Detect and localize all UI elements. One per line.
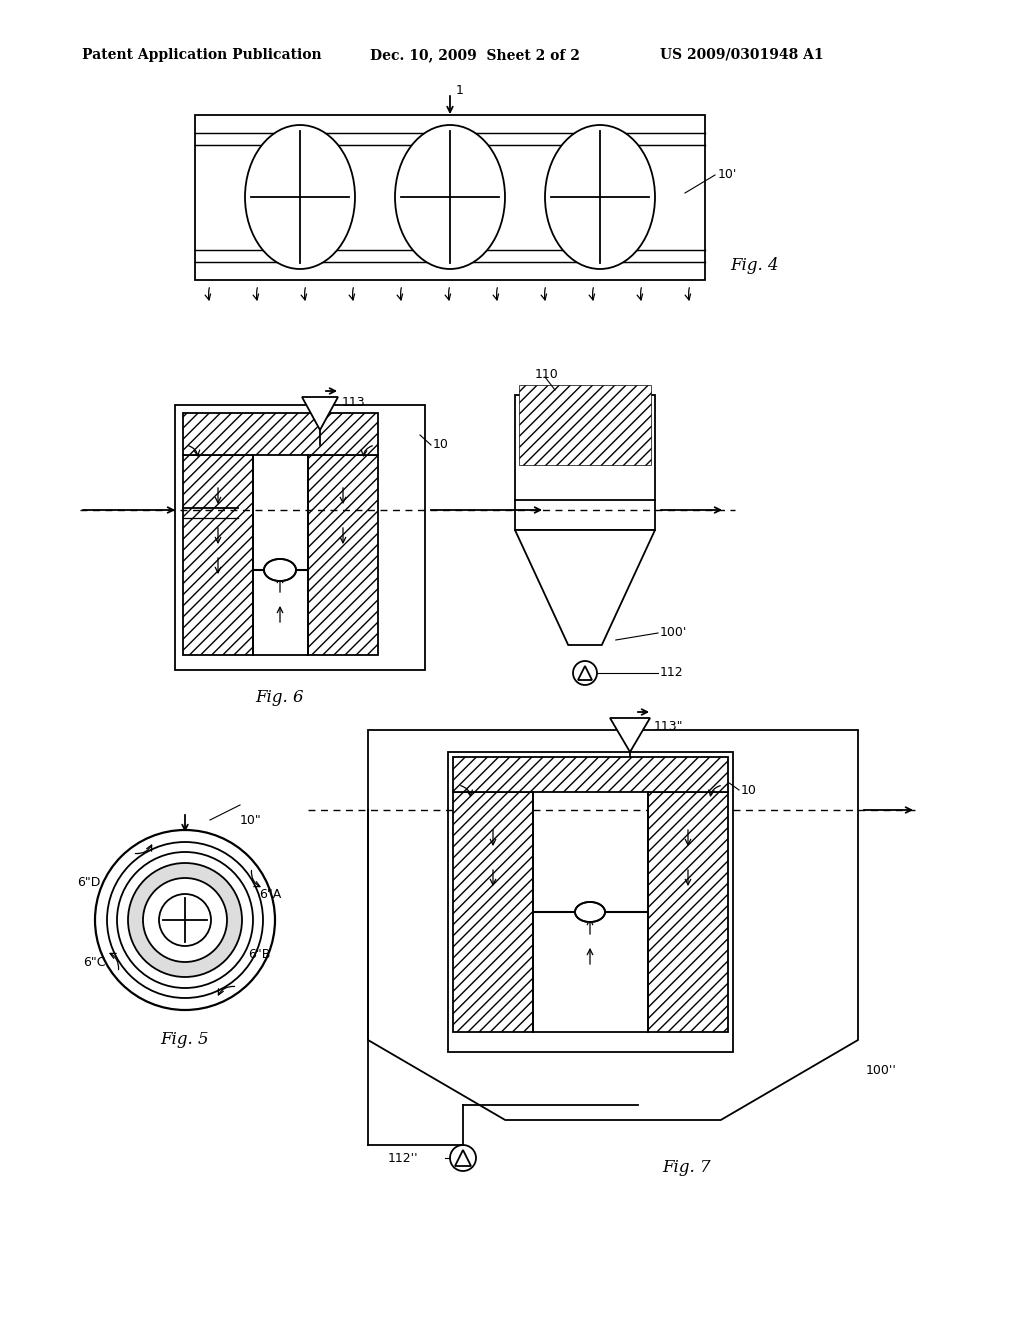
Text: 112: 112 xyxy=(660,667,684,680)
Circle shape xyxy=(95,830,275,1010)
Circle shape xyxy=(143,878,227,962)
Bar xyxy=(195,115,705,280)
Polygon shape xyxy=(610,718,650,752)
Circle shape xyxy=(128,863,242,977)
Text: Fig. 7: Fig. 7 xyxy=(663,1159,711,1176)
Circle shape xyxy=(159,894,211,946)
Text: 100': 100' xyxy=(660,627,687,639)
Polygon shape xyxy=(264,558,296,570)
Text: 10: 10 xyxy=(433,438,449,451)
Bar xyxy=(175,405,425,671)
Text: 113: 113 xyxy=(342,396,366,408)
Polygon shape xyxy=(264,570,296,581)
Text: 6"B: 6"B xyxy=(248,949,270,961)
Polygon shape xyxy=(368,730,858,1119)
Polygon shape xyxy=(264,558,296,570)
Polygon shape xyxy=(264,570,296,581)
Circle shape xyxy=(117,851,253,987)
Circle shape xyxy=(573,661,597,685)
Text: 100'': 100'' xyxy=(866,1064,897,1077)
Bar xyxy=(519,385,651,465)
Polygon shape xyxy=(575,912,605,921)
Polygon shape xyxy=(575,912,605,921)
Polygon shape xyxy=(575,902,605,912)
Text: 10": 10" xyxy=(240,813,262,826)
Text: 1: 1 xyxy=(456,83,464,96)
Bar xyxy=(453,756,728,792)
Text: 113": 113" xyxy=(654,719,683,733)
Polygon shape xyxy=(578,667,592,680)
Text: 10': 10' xyxy=(718,169,737,181)
Text: Fig. 4: Fig. 4 xyxy=(730,256,778,273)
Bar xyxy=(648,792,728,1032)
Bar xyxy=(453,792,534,1032)
Text: 6"C: 6"C xyxy=(83,956,105,969)
Text: 110: 110 xyxy=(535,368,559,381)
Text: 112'': 112'' xyxy=(388,1151,419,1164)
Bar xyxy=(515,395,655,531)
Bar xyxy=(183,455,253,655)
Text: 10: 10 xyxy=(741,784,757,796)
Bar xyxy=(308,455,378,655)
Text: Fig. 6: Fig. 6 xyxy=(256,689,304,706)
Text: Fig. 5: Fig. 5 xyxy=(161,1031,209,1048)
Bar xyxy=(183,413,378,455)
Ellipse shape xyxy=(395,125,505,269)
Polygon shape xyxy=(302,397,338,430)
Ellipse shape xyxy=(245,125,355,269)
Text: 6"D: 6"D xyxy=(77,875,100,888)
Polygon shape xyxy=(455,1150,471,1166)
Text: Patent Application Publication: Patent Application Publication xyxy=(82,48,322,62)
Bar xyxy=(449,752,733,1052)
Text: 6"A: 6"A xyxy=(259,888,282,902)
Text: US 2009/0301948 A1: US 2009/0301948 A1 xyxy=(660,48,823,62)
Text: Dec. 10, 2009  Sheet 2 of 2: Dec. 10, 2009 Sheet 2 of 2 xyxy=(370,48,580,62)
Circle shape xyxy=(450,1144,476,1171)
Polygon shape xyxy=(515,531,655,645)
Circle shape xyxy=(106,842,263,998)
Polygon shape xyxy=(575,902,605,912)
Ellipse shape xyxy=(545,125,655,269)
